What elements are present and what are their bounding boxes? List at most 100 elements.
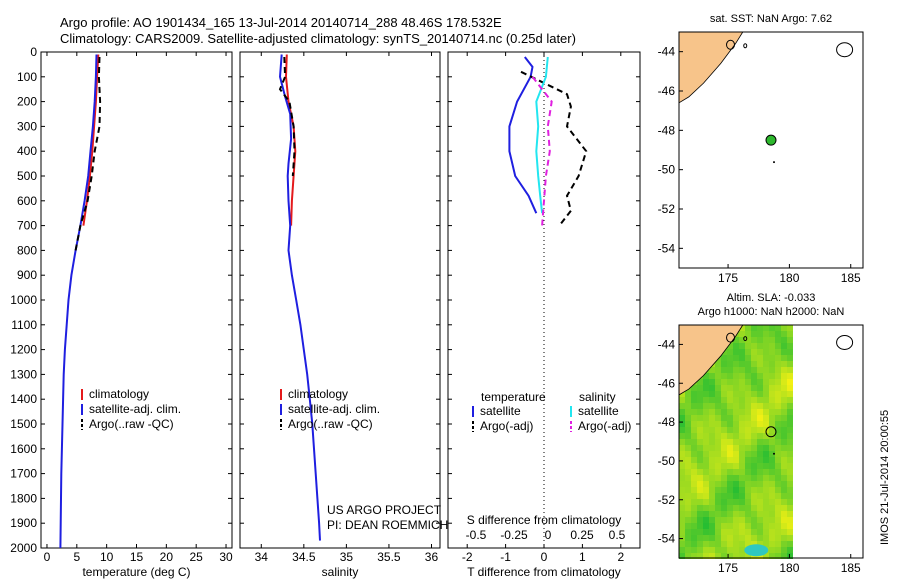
heatmap-cell	[745, 325, 751, 331]
heatmap-cell	[733, 493, 739, 499]
heatmap-cell	[787, 361, 793, 367]
heatmap-cell	[679, 391, 685, 397]
heatmap-cell	[691, 445, 697, 451]
x-tick-label: 1	[579, 550, 586, 564]
heatmap-cell	[757, 553, 763, 559]
salinity-panel: 34 34.5 35 35.5 36 salinity climatologysatelli…	[239, 51, 448, 579]
heatmap-cell	[709, 445, 715, 451]
heatmap-cell	[709, 493, 715, 499]
heatmap-cell	[721, 547, 727, 553]
heatmap-cell	[769, 367, 775, 373]
heatmap-cell	[787, 493, 793, 499]
x-tick-label: 34.5	[292, 550, 316, 564]
heatmap-cell	[703, 379, 709, 385]
heatmap-cell	[781, 379, 787, 385]
legend-label: Argo(..raw -QC)	[288, 417, 373, 431]
heatmap-cell	[751, 487, 757, 493]
heatmap-cell	[715, 433, 721, 439]
heatmap-cell	[685, 505, 691, 511]
heatmap-cell	[733, 529, 739, 535]
heatmap-cell	[715, 445, 721, 451]
heatmap-cell	[697, 433, 703, 439]
heatmap-cell	[703, 457, 709, 463]
heatmap-cell	[721, 391, 727, 397]
heatmap-cell	[775, 373, 781, 379]
heatmap-cell	[739, 427, 745, 433]
heatmap-cell	[745, 553, 751, 559]
heatmap-cell	[751, 331, 757, 337]
heatmap-cell	[697, 397, 703, 403]
heatmap-cell	[709, 535, 715, 541]
heatmap-cell	[721, 475, 727, 481]
y-tick-label: 1100	[11, 318, 37, 332]
heatmap-cell	[757, 541, 763, 547]
x-tick-label: 35	[340, 550, 354, 564]
heatmap-cell	[727, 421, 733, 427]
heatmap-cell	[739, 391, 745, 397]
x2-axis-label: S difference from climatology	[467, 513, 622, 527]
x-tick-label: 2	[617, 550, 624, 564]
y-tick-label: -44	[658, 45, 676, 59]
heatmap-cell	[703, 469, 709, 475]
heatmap-cell	[685, 493, 691, 499]
heatmap-cell	[775, 355, 781, 361]
heatmap-cell	[721, 403, 727, 409]
heatmap-cell	[703, 547, 709, 553]
heatmap-cell	[751, 415, 757, 421]
legend-group-title: temperature	[481, 390, 546, 404]
heatmap-cell	[703, 385, 709, 391]
heatmap-cell	[727, 475, 733, 481]
heatmap-cell	[781, 457, 787, 463]
heatmap-cell	[691, 433, 697, 439]
y-tick-label: 800	[17, 243, 37, 257]
y-tick-label: 1200	[10, 343, 37, 357]
heatmap-cell	[769, 391, 775, 397]
heatmap-cell	[751, 403, 757, 409]
heatmap-cell	[721, 463, 727, 469]
legend-label: climatology	[89, 387, 149, 401]
map-frame	[678, 324, 864, 559]
heatmap-cell	[715, 547, 721, 553]
heatmap-cell	[763, 487, 769, 493]
heatmap-cell	[769, 481, 775, 487]
heatmap-cell	[685, 547, 691, 553]
heatmap-cell	[703, 463, 709, 469]
heatmap-cell	[775, 487, 781, 493]
heatmap-cell	[733, 451, 739, 457]
heatmap-cell	[775, 415, 781, 421]
heatmap-cell	[781, 331, 787, 337]
heatmap-cell	[769, 457, 775, 463]
heatmap-cell	[709, 481, 715, 487]
heatmap-cell	[775, 547, 781, 553]
heatmap-cell	[763, 529, 769, 535]
heatmap-cell	[721, 523, 727, 529]
heatmap-cell	[691, 427, 697, 433]
heatmap-cell	[679, 517, 685, 523]
heatmap-cell	[745, 451, 751, 457]
heatmap-cell	[685, 511, 691, 517]
heatmap-cell	[763, 361, 769, 367]
heatmap-cell	[781, 397, 787, 403]
heatmap-cell	[745, 457, 751, 463]
x-tick-label: 185	[841, 561, 861, 575]
heatmap-cell	[691, 457, 697, 463]
heatmap-cell	[697, 469, 703, 475]
heatmap-cell	[757, 427, 763, 433]
heatmap-cell	[739, 457, 745, 463]
heatmap-cell	[769, 475, 775, 481]
header-line2: Climatology: CARS2009. Satellite-adjuste…	[60, 31, 576, 46]
heatmap-cell	[715, 403, 721, 409]
heatmap-cell	[727, 487, 733, 493]
heatmap-cell	[745, 403, 751, 409]
heatmap-cell	[787, 415, 793, 421]
heatmap-cell	[679, 421, 685, 427]
heatmap-cell	[745, 361, 751, 367]
heatmap-cell	[775, 493, 781, 499]
heatmap-cell	[745, 463, 751, 469]
heatmap-cell	[715, 487, 721, 493]
y-tick-label: 500	[17, 169, 37, 183]
heatmap-cell	[745, 439, 751, 445]
x-tick-label: -2	[462, 550, 473, 564]
heatmap-cell	[763, 523, 769, 529]
heatmap-cell	[787, 391, 793, 397]
